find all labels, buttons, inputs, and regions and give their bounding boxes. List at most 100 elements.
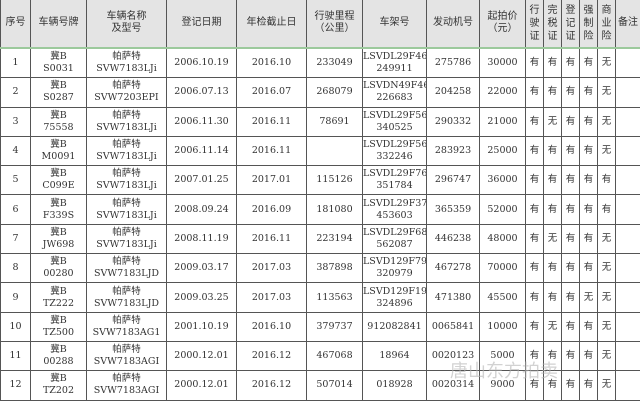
column-header: 车辆号牌 [31, 0, 87, 48]
table-cell: 507014 [307, 371, 363, 400]
table-cell: 2000.12.01 [167, 341, 237, 370]
table-cell [616, 107, 640, 136]
table-cell: 52000 [480, 195, 526, 224]
table-cell: 无 [598, 254, 616, 283]
table-cell [616, 48, 640, 78]
table-cell: 冀B S0031 [31, 48, 87, 78]
table-cell [616, 341, 640, 370]
watermark: 唐山东方拍卖 [450, 357, 558, 383]
column-header: 备注 [616, 0, 640, 48]
table-cell: 冀B S0287 [31, 78, 87, 107]
table-cell: 115126 [307, 166, 363, 195]
table-cell: 无 [598, 78, 616, 107]
column-header: 发动机号 [427, 0, 480, 48]
table-cell: 无 [598, 312, 616, 341]
table-cell: 2008.09.24 [167, 195, 237, 224]
table-cell: 有 [580, 371, 598, 400]
table-cell: 2016.10 [237, 48, 307, 78]
table-cell: 12 [1, 371, 31, 400]
table-cell: 冀B 75558 [31, 107, 87, 136]
table-cell [616, 195, 640, 224]
table-cell: 有 [562, 254, 580, 283]
table-cell: 11 [1, 341, 31, 370]
table-cell: 有 [562, 78, 580, 107]
table-cell: LSVDL29F562 332246 [363, 136, 427, 165]
table-cell: 无 [544, 312, 562, 341]
table-cell: 有 [562, 283, 580, 312]
column-header: 强 制 险 [580, 0, 598, 48]
table-cell: 有 [580, 224, 598, 253]
column-header: 登记日期 [167, 0, 237, 48]
table-cell: LSVDL29F562 340525 [363, 107, 427, 136]
table-cell: 2016.12 [237, 341, 307, 370]
table-cell: 有 [598, 195, 616, 224]
table-cell: 帕萨特 SVW7183AGI [87, 341, 167, 370]
table-cell: 2 [1, 78, 31, 107]
table-cell: 2006.10.19 [167, 48, 237, 78]
table-cell: 有 [526, 224, 544, 253]
table-cell: 25000 [480, 136, 526, 165]
table-cell: 有 [526, 283, 544, 312]
column-header: 车架号 [363, 0, 427, 48]
table-cell: LSVD129F792 320979 [363, 254, 427, 283]
table-cell: 2007.01.25 [167, 166, 237, 195]
table-cell: 无 [598, 283, 616, 312]
table-cell: 21000 [480, 107, 526, 136]
table-cell [616, 78, 640, 107]
table-cell: 223194 [307, 224, 363, 253]
table-cell: 2016.11 [237, 107, 307, 136]
table-cell: 2008.11.19 [167, 224, 237, 253]
table-cell: 2006.11.14 [167, 136, 237, 165]
table-cell: 912082841 [363, 312, 427, 341]
table-cell: 30000 [480, 48, 526, 78]
table-cell: 帕萨特 SVW7183LJi [87, 166, 167, 195]
table-cell: 78691 [307, 107, 363, 136]
table-cell: 无 [544, 107, 562, 136]
table-cell: LSVDL29F372 453603 [363, 195, 427, 224]
table-cell: 帕萨特 SVW7183LJi [87, 224, 167, 253]
table-cell: LSVDL29F462 249911 [363, 48, 427, 78]
table-cell: 有 [526, 48, 544, 78]
table-cell: 387898 [307, 254, 363, 283]
table-cell: 181080 [307, 195, 363, 224]
table-cell: 45500 [480, 283, 526, 312]
table-cell: 有 [526, 107, 544, 136]
table-cell: 70000 [480, 254, 526, 283]
table-cell: 帕萨特 SVW7183LJi [87, 195, 167, 224]
table-cell [616, 166, 640, 195]
table-cell: 48000 [480, 224, 526, 253]
table-cell: LSVDL29F682 562087 [363, 224, 427, 253]
table-cell [616, 312, 640, 341]
table-cell: 冀B 00288 [31, 341, 87, 370]
column-header: 起拍价 （元） [480, 0, 526, 48]
column-header: 商 业 险 [598, 0, 616, 48]
table-cell: 冀B C099E [31, 166, 87, 195]
table-cell: 6 [1, 195, 31, 224]
table-cell: 2016.10 [237, 312, 307, 341]
column-header: 完 税 证 [544, 0, 562, 48]
table-cell: 冀B 00280 [31, 254, 87, 283]
table-cell: 无 [598, 341, 616, 370]
table-cell: 2009.03.25 [167, 283, 237, 312]
table-cell: 296747 [427, 166, 480, 195]
table-cell: 有 [526, 166, 544, 195]
table-cell: 帕萨特 SVW7183LJD [87, 254, 167, 283]
table-cell: 471380 [427, 283, 480, 312]
table-cell [616, 254, 640, 283]
table-cell: 446238 [427, 224, 480, 253]
table-cell: 有 [598, 166, 616, 195]
table-cell: 有 [544, 136, 562, 165]
table-cell: 冀B M0091 [31, 136, 87, 165]
table-cell: 帕萨特 SVW7183LJi [87, 48, 167, 78]
table-cell: 467278 [427, 254, 480, 283]
table-cell: 有 [562, 107, 580, 136]
table-cell: 2000.12.01 [167, 371, 237, 400]
table-cell: 有 [526, 136, 544, 165]
table-cell: 018928 [363, 371, 427, 400]
table-cell: 2006.07.13 [167, 78, 237, 107]
